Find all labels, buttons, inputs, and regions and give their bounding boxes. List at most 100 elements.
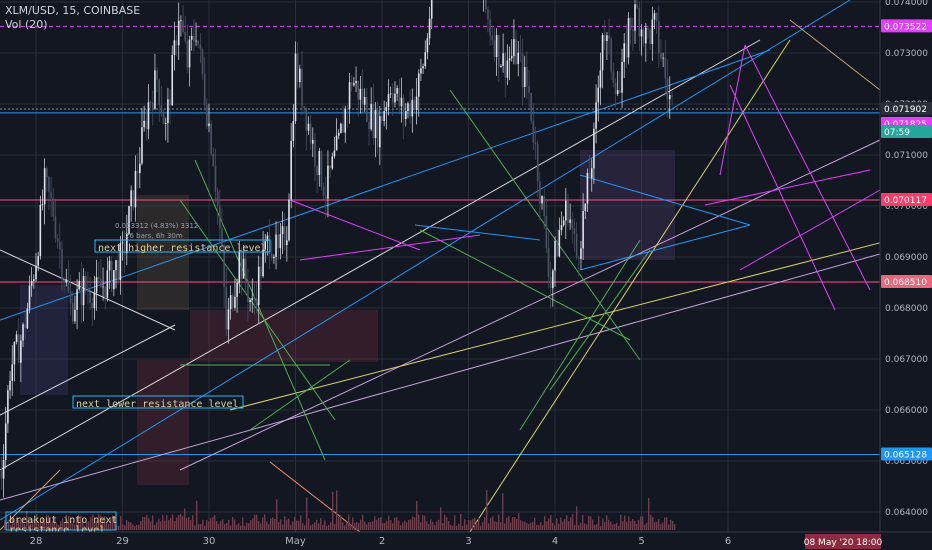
volume-bar <box>134 525 136 530</box>
volume-bar <box>130 522 132 530</box>
candle-body <box>610 38 613 72</box>
candle-body <box>110 260 113 290</box>
volume-bar <box>452 525 454 530</box>
candle-body <box>385 107 388 112</box>
volume-bar <box>56 523 58 530</box>
candle-body <box>653 13 656 20</box>
volume-bar <box>98 514 100 530</box>
volume-bar <box>266 521 268 530</box>
volume-bar <box>466 524 468 530</box>
candle-body <box>9 380 11 391</box>
candle-body <box>106 270 109 298</box>
volume-bar <box>464 519 466 530</box>
volume-bar <box>562 521 564 530</box>
volume-bar <box>174 521 176 530</box>
volume-bar <box>578 525 580 530</box>
volume-bar <box>588 515 590 530</box>
candle-body <box>93 292 96 309</box>
volume-bar <box>650 514 652 530</box>
candle-body <box>305 107 308 131</box>
candle-body <box>335 135 338 151</box>
volume-bar <box>646 522 648 530</box>
candle-body <box>4 423 7 461</box>
trendline <box>739 189 881 271</box>
price-tick-label: 0.073000 <box>885 49 928 59</box>
volume-bar <box>94 521 96 530</box>
volume-bar <box>532 521 534 530</box>
candle-body <box>361 88 364 105</box>
volume-indicator-label: Vol (20) <box>5 18 48 31</box>
candle-body <box>664 57 667 79</box>
volume-bar <box>320 518 322 530</box>
volume-bar <box>432 521 434 530</box>
volume-bar <box>416 501 418 530</box>
volume-bar <box>352 517 354 530</box>
volume-bar <box>156 522 158 530</box>
trendline <box>194 159 326 461</box>
time-tick-label: 3 <box>465 536 471 547</box>
volume-bars <box>4 489 676 530</box>
candle-body <box>71 303 74 322</box>
candle-body <box>340 123 342 133</box>
volume-bar <box>398 520 400 530</box>
volume-bar <box>208 521 210 530</box>
candle-body <box>236 282 238 297</box>
trendline <box>0 469 61 531</box>
candle-body <box>234 296 236 308</box>
candle-body <box>89 291 91 304</box>
volume-bar <box>304 525 306 530</box>
volume-bar <box>310 525 312 530</box>
date-tag-label: 08 May '20 18:00 <box>804 538 883 548</box>
volume-bar <box>394 517 396 530</box>
volume-bar <box>210 518 212 530</box>
candle-body <box>629 18 632 31</box>
candle-body <box>398 88 401 107</box>
candle-body <box>316 166 318 175</box>
volume-bar <box>132 524 134 530</box>
candle-body <box>22 324 24 341</box>
volume-bar <box>594 524 596 530</box>
volume-bar <box>292 521 294 530</box>
candle-body <box>584 203 587 212</box>
trendline <box>729 84 836 311</box>
candle-body <box>151 102 154 109</box>
volume-bar <box>264 514 266 530</box>
volume-bar <box>136 524 138 530</box>
price-tag-label: 0.068510 <box>884 278 927 288</box>
volume-bar <box>14 522 16 530</box>
candle-body <box>113 270 115 290</box>
candle-body <box>283 226 286 246</box>
candle-body <box>327 165 329 199</box>
candle-body <box>24 324 26 329</box>
volume-bar <box>76 516 78 530</box>
candle-body <box>260 266 262 277</box>
volume-bar <box>586 524 588 530</box>
volume-bar <box>164 520 166 530</box>
candle-body <box>638 7 641 37</box>
volume-bar <box>202 519 204 530</box>
candle-body <box>11 364 14 381</box>
volume-bar <box>70 520 72 530</box>
candle-body <box>402 97 405 120</box>
candle-body <box>80 280 83 306</box>
volume-bar <box>444 514 446 530</box>
volume-bar <box>470 520 472 530</box>
volume-bar <box>262 517 264 530</box>
volume-bar <box>298 520 300 530</box>
candle-body <box>528 85 530 93</box>
candle-body <box>519 52 522 54</box>
volume-bar <box>322 524 324 530</box>
volume-bar <box>426 521 428 530</box>
volume-bar <box>496 522 498 530</box>
candle-body <box>530 92 533 121</box>
candle-body <box>56 238 59 242</box>
volume-bar <box>230 525 232 530</box>
volume-bar <box>154 525 156 530</box>
volume-bar <box>36 514 38 530</box>
volume-bar <box>68 515 70 530</box>
volume-bar <box>218 523 220 530</box>
price-tag <box>881 193 932 207</box>
candle-body <box>242 258 245 279</box>
candle-body <box>249 300 251 303</box>
